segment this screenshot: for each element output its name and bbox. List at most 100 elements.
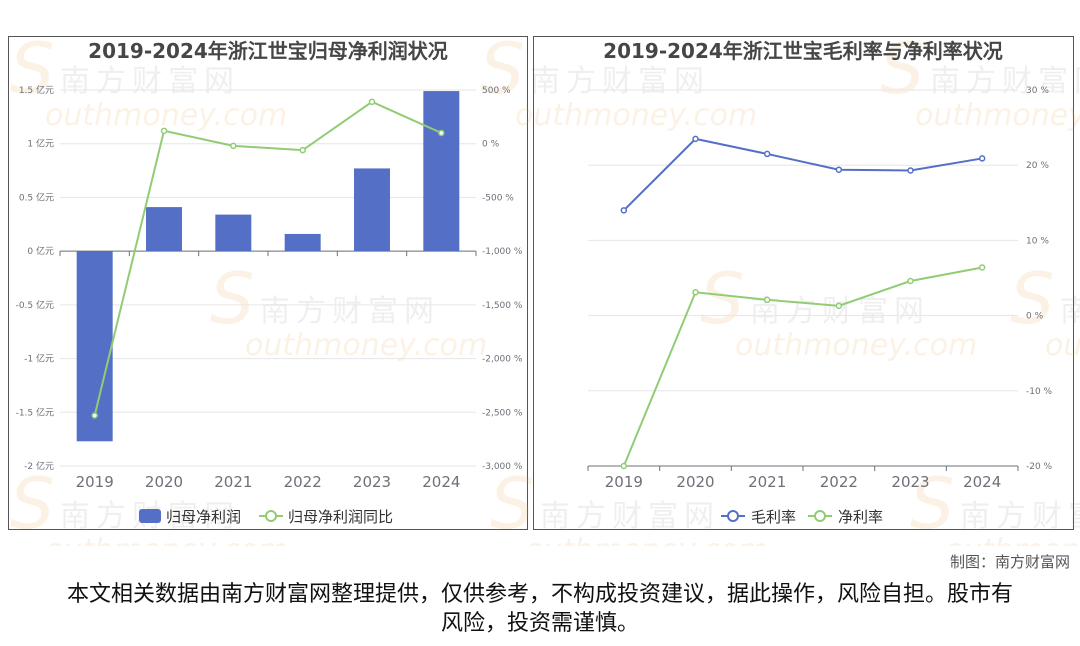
chart2-panel [533, 36, 1074, 530]
point-net-margin [835, 302, 843, 310]
point-gross-margin [763, 150, 771, 158]
watermark-cn: 南方财富网 [930, 64, 1080, 99]
left-tick-label: 0 亿元 [27, 245, 54, 257]
watermark-cn: 南方财富网 [260, 294, 440, 329]
watermark-logo-letter: S [700, 258, 744, 340]
right-tick-label: 10 % [1026, 236, 1049, 246]
watermark-en: outhmoney.com [45, 533, 287, 546]
watermark-logo-letter: S [10, 28, 54, 110]
watermark-cn: 南方财富网 [1060, 294, 1080, 329]
left-tick-label: -1 亿元 [24, 353, 54, 365]
right-tick-label: -2,000 % [482, 355, 523, 365]
x-category-label: 2020 [676, 473, 714, 491]
x-category-label: 2024 [422, 473, 460, 491]
watermark-logo-letter: S [910, 463, 954, 545]
watermark-cn: 南方财富网 [750, 294, 930, 329]
point-net-margin [620, 462, 628, 470]
watermark-en: outhmoney.com [1045, 328, 1080, 363]
x-category-label: 2024 [963, 473, 1001, 491]
watermark-logo-letter: S [880, 28, 924, 110]
bar-net-profit [354, 168, 390, 252]
right-tick-label: -500 % [482, 193, 514, 203]
credit-label: 制图：南方财富网 [949, 553, 1070, 571]
watermark-logo-letter: S [10, 463, 54, 545]
x-category-label: 2022 [284, 473, 322, 491]
legend-line-marker [265, 510, 277, 522]
legend-net-margin-label: 净利率 [838, 508, 883, 526]
legend-gross-margin-label: 毛利率 [751, 508, 796, 526]
x-category-label: 2021 [748, 473, 786, 491]
right-tick-label: 30 % [1026, 86, 1049, 96]
legend-bar-label: 归母净利润 [166, 508, 241, 526]
point-gross-margin [620, 207, 628, 214]
point-gross-margin [835, 166, 843, 173]
watermark-en: outhmoney.com [945, 533, 1080, 546]
chart1-title: 2019-2024年浙江世宝归母净利润状况 [88, 39, 448, 63]
chart2-plot: 30 % 20 % 10 % 0 % -10 % -20 % 2019 2020 2021 202… [587, 86, 1053, 526]
legend-gross-margin-marker [727, 510, 739, 522]
point-gross-margin [907, 167, 914, 174]
left-tick-label: -2 亿元 [24, 460, 54, 472]
point-yoy [368, 98, 376, 106]
left-tick-label: -1.5 亿元 [16, 406, 54, 418]
right-tick-label: 20 % [1026, 161, 1049, 171]
watermark-cn: 南方财富网 [960, 499, 1080, 534]
legend-net-margin-marker [814, 510, 826, 522]
x-category-label: 2021 [214, 473, 252, 491]
point-yoy [438, 129, 445, 137]
right-tick-label: -10 % [1026, 387, 1053, 397]
line-gross-margin [623, 137, 983, 212]
watermark-en: outhmoney.com [735, 328, 977, 363]
legend-bar-swatch [139, 509, 161, 523]
watermark-en: outhmoney.com [245, 328, 487, 363]
x-category-label: 2023 [891, 473, 929, 491]
line-yoy [93, 100, 442, 416]
left-tick-label: 0.5 亿元 [19, 191, 54, 203]
point-yoy [91, 412, 98, 419]
right-tick-label: 0 % [482, 140, 500, 150]
left-tick-label: 1 亿元 [27, 138, 54, 150]
x-category-label: 2022 [820, 473, 858, 491]
watermark-logo-letter: S [210, 258, 254, 340]
watermark-cn: 南方财富网 [540, 499, 720, 534]
x-category-label: 2019 [76, 473, 114, 491]
point-yoy [299, 146, 306, 154]
legend-line-label: 归母净利润同比 [288, 508, 393, 526]
point-yoy [230, 142, 237, 150]
watermark-en: outhmoney.com [45, 98, 287, 133]
chart1-plot: 1.5 亿元 1 亿元 0.5 亿元 0 亿元 -0.5 亿元 -1 亿元 -1.5 亿元 -… [16, 84, 523, 526]
bar-net-profit [423, 91, 460, 252]
right-tick-label: 500 % [482, 86, 511, 96]
point-gross-margin [978, 155, 986, 162]
disclaimer-text: 本文相关数据由南方财富网整理提供，仅供参考，不构成投资建议，据此操作，风险自担。… [66, 582, 1013, 636]
point-net-margin [692, 289, 699, 296]
bar-net-profit [146, 207, 182, 252]
watermark-en: outhmoney.com [515, 98, 757, 133]
x-category-label: 2023 [353, 473, 391, 491]
chart2-title: 2019-2024年浙江世宝毛利率与净利率状况 [603, 39, 1003, 63]
x-category-label: 2019 [605, 473, 643, 491]
point-net-margin [978, 264, 986, 271]
point-yoy [160, 127, 168, 135]
point-net-margin [907, 277, 914, 285]
watermark-en: outhmoney.com [525, 533, 767, 546]
bar-net-profit [76, 251, 113, 442]
left-tick-label: 1.5 亿元 [19, 84, 54, 96]
left-tick-label: -0.5 亿元 [16, 299, 54, 311]
right-tick-label: -1,000 % [482, 247, 523, 257]
point-gross-margin [692, 135, 699, 143]
line-net-margin [622, 266, 983, 467]
watermark-logo-letter: S [490, 463, 534, 545]
watermark-logo-letter: S [1010, 258, 1054, 340]
